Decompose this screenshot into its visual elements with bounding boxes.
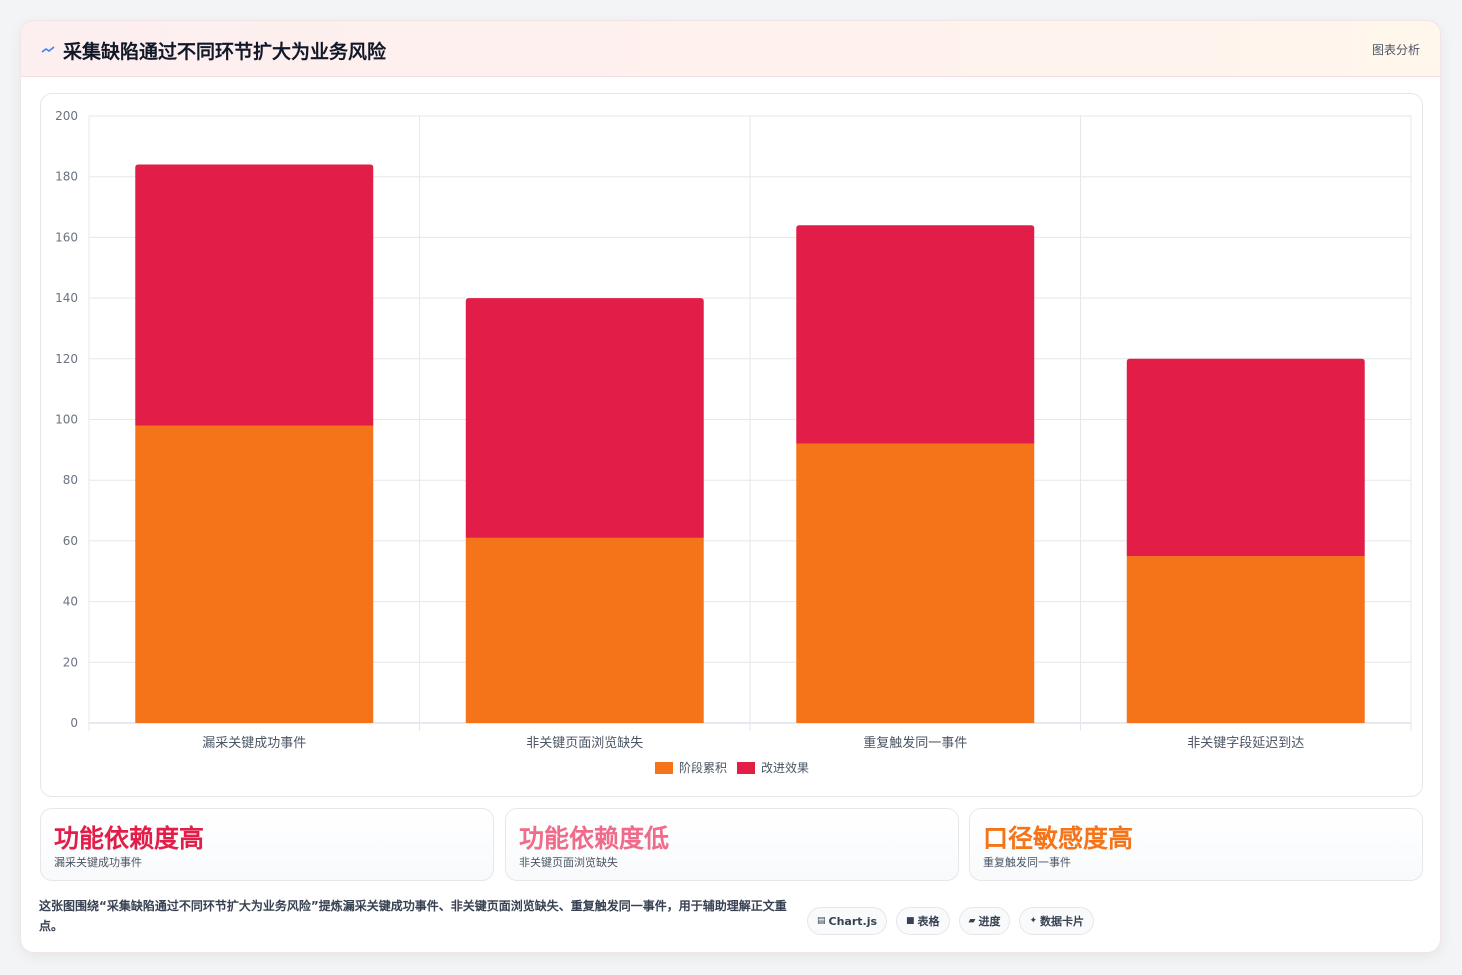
y-tick-label: 140 (55, 291, 78, 305)
y-tick-label: 180 (55, 170, 78, 184)
stat-value: 口径敏感度高 (983, 824, 1134, 853)
sparkle-icon: ✦ (1029, 916, 1038, 926)
chart-type-tag: 图表分析 (1371, 43, 1420, 57)
legend-label: 阶段累积 (679, 760, 727, 775)
x-tick-label: 漏采关键成功事件 (202, 735, 306, 751)
y-tick-label: 80 (63, 473, 78, 487)
bar-segment (1126, 556, 1365, 723)
bar-segment (135, 164, 374, 426)
bar-segment (135, 425, 374, 723)
stat-value: 功能依赖度高 (54, 824, 205, 853)
chart-icon: ▤ (817, 916, 826, 926)
stat-card-2: 功能依赖度低 非关键页面浏览缺失 (505, 808, 959, 881)
bar-segment (465, 298, 704, 538)
x-tick-label: 重复触发同一事件 (863, 735, 967, 751)
stat-value: 功能依赖度低 (519, 824, 670, 853)
legend-label: 改进效果 (761, 760, 809, 775)
stat-label: 漏采关键成功事件 (54, 856, 142, 869)
chart-panel: 0 20 40 60 80 100 120 140 160 180 200 漏采关键成功事件 非关键页面… (40, 93, 1423, 797)
stat-card-3: 口径敏感度高 重复触发同一事件 (969, 808, 1423, 881)
chip-label: 表格 (917, 915, 940, 928)
y-tick-label: 60 (63, 534, 78, 548)
chart-description: 这张图围绕“采集缺陷通过不同环节扩大为业务风险”提炼漏采关键成功事件、非关键页面… (39, 899, 787, 933)
chip-progress[interactable]: ▰ 进度 (958, 907, 1011, 935)
x-tick-label: 非关键字段延迟到达 (1187, 736, 1304, 751)
y-tick-label: 120 (55, 352, 78, 366)
card-header: 采集缺陷通过不同环节扩大为业务风险 图表分析 (21, 21, 1440, 77)
y-tick-label: 200 (55, 109, 78, 123)
trend-icon (41, 46, 55, 53)
legend-swatch (655, 762, 673, 774)
stat-card-1: 功能依赖度高 漏采关键成功事件 (40, 808, 494, 881)
chip-label: 数据卡片 (1040, 915, 1085, 928)
bar-segment (1126, 358, 1365, 557)
chip-table[interactable]: ■ 表格 (896, 907, 950, 935)
legend-swatch (737, 762, 755, 774)
stat-label: 重复触发同一事件 (983, 856, 1071, 869)
bar-segment (465, 537, 704, 723)
progress-icon: ▰ (968, 916, 976, 926)
y-tick-label: 40 (63, 595, 78, 609)
y-tick-label: 100 (55, 413, 78, 427)
chart-title: 采集缺陷通过不同环节扩大为业务风险 (63, 41, 387, 63)
stacked-bar-chart: 0 20 40 60 80 100 120 140 160 180 200 漏采关键成功事件 非关键页面… (55, 109, 1412, 775)
y-tick-label: 160 (55, 230, 78, 244)
stat-label: 非关键页面浏览缺失 (519, 856, 618, 869)
tech-chips: ▤ Chart.js ■ 表格 ▰ 进度 ✦ 数据卡片 (807, 907, 1095, 935)
chart-card: 采集缺陷通过不同环节扩大为业务风险 图表分析 0 20 40 60 80 100 120 14… (20, 20, 1441, 953)
x-tick-label: 非关键页面浏览缺失 (526, 735, 643, 751)
chip-label: Chart.js (828, 914, 878, 928)
chip-data-card[interactable]: ✦ 数据卡片 (1019, 907, 1095, 935)
bar-segment (796, 225, 1035, 444)
bar-segment (796, 443, 1035, 723)
chip-chartjs[interactable]: ▤ Chart.js (807, 907, 888, 935)
y-tick-label: 0 (70, 716, 78, 730)
table-icon: ■ (906, 916, 915, 926)
chip-label: 进度 (978, 915, 1001, 928)
y-tick-label: 20 (63, 655, 78, 669)
